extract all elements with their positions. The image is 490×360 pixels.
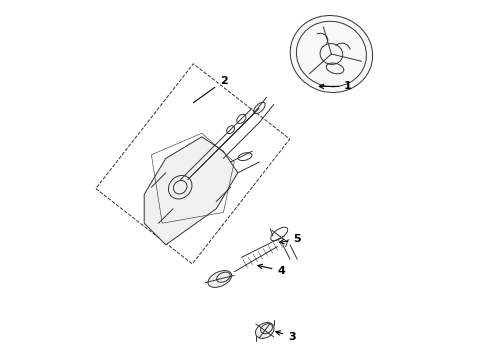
Text: 2: 2	[193, 76, 227, 103]
Polygon shape	[144, 137, 238, 245]
Ellipse shape	[255, 323, 274, 338]
Ellipse shape	[208, 271, 232, 287]
Text: 4: 4	[258, 264, 285, 276]
Text: 3: 3	[276, 331, 296, 342]
Text: 1: 1	[319, 81, 352, 91]
Text: 5: 5	[280, 234, 301, 244]
Ellipse shape	[290, 15, 372, 93]
